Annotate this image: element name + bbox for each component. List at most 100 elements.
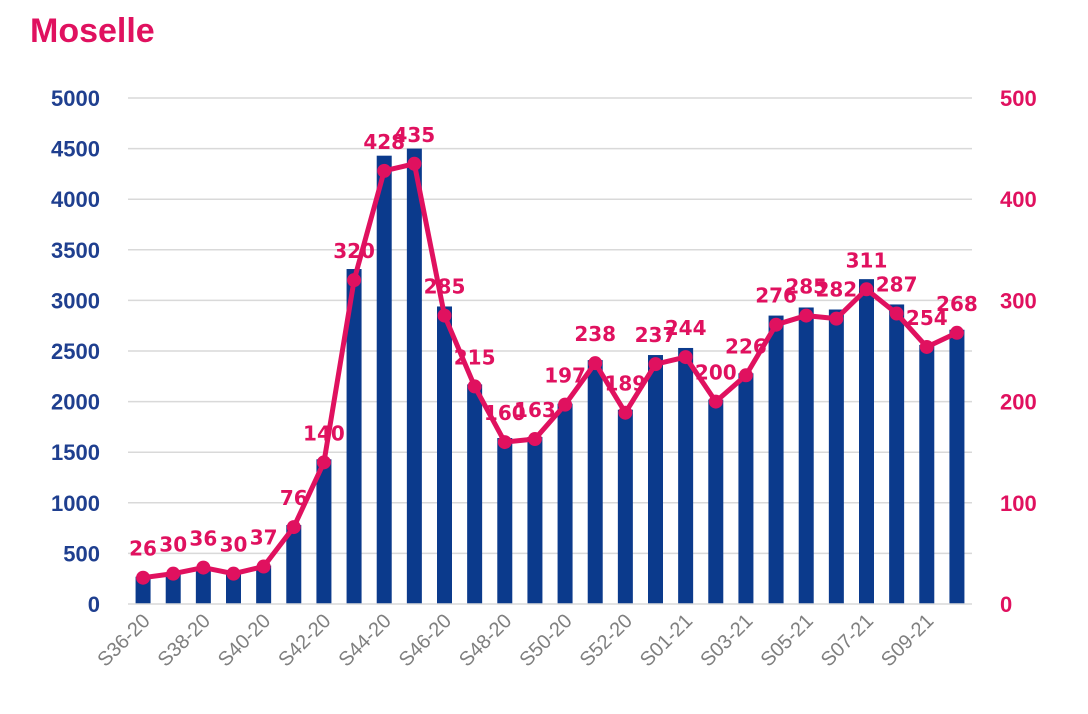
y-tick-label-left: 1000 — [51, 491, 100, 516]
bar — [497, 438, 513, 604]
x-tick-label: S07-21 — [817, 610, 878, 671]
line-point — [527, 432, 542, 447]
y-tick-label-left: 0 — [88, 592, 100, 617]
line-point — [949, 325, 964, 340]
y-tick-label-right: 200 — [1000, 390, 1037, 415]
data-label: 200 — [695, 361, 737, 385]
data-label: 140 — [303, 421, 345, 445]
bar — [919, 344, 935, 604]
x-tick-label: S44-20 — [335, 610, 396, 671]
line-point — [407, 156, 422, 171]
data-label: 285 — [424, 275, 466, 299]
bar — [798, 307, 814, 604]
chart-title: Moselle — [30, 12, 155, 50]
data-label: 244 — [665, 316, 707, 340]
data-label: 287 — [876, 273, 918, 297]
y-tick-label-left: 4500 — [51, 137, 100, 162]
data-label: 254 — [906, 306, 948, 330]
series-line — [140, 161, 960, 581]
line-point — [196, 560, 211, 575]
line-point — [889, 306, 904, 321]
data-label: 282 — [815, 278, 857, 302]
bar — [587, 360, 603, 604]
line-point — [708, 394, 723, 409]
x-tick-label: S09-21 — [877, 610, 938, 671]
data-label: 26 — [129, 537, 157, 561]
y-tick-label-left: 3500 — [51, 238, 100, 263]
y-tick-label-right: 300 — [1000, 288, 1037, 313]
y-tick-label-left: 3000 — [51, 288, 100, 313]
bar — [406, 148, 422, 604]
y-tick-label-left: 2500 — [51, 339, 100, 364]
line-point — [919, 339, 934, 354]
data-label: 428 — [363, 130, 405, 154]
bar — [678, 347, 694, 604]
y-tick-label-left: 500 — [63, 541, 100, 566]
data-label: 215 — [454, 345, 496, 369]
line-point — [136, 570, 151, 585]
line-point — [226, 566, 241, 581]
bar — [527, 437, 543, 604]
line-point — [558, 397, 573, 412]
line-point — [377, 163, 392, 178]
bar — [768, 315, 784, 604]
line-point — [437, 308, 452, 323]
bar — [376, 155, 392, 604]
bar — [828, 309, 844, 604]
bar — [949, 329, 965, 604]
y-tick-label-left: 2000 — [51, 390, 100, 415]
line-point — [678, 350, 693, 365]
data-label: 320 — [333, 239, 375, 263]
y-tick-label-right: 500 — [1000, 86, 1037, 111]
bar — [467, 384, 483, 604]
x-tick-label: S36-20 — [93, 610, 154, 671]
x-tick-label: S48-20 — [455, 610, 516, 671]
data-label: 285 — [785, 275, 827, 299]
bar — [256, 565, 272, 604]
x-tick-label: S03-21 — [696, 610, 757, 671]
data-label: 435 — [393, 123, 435, 147]
bar — [286, 525, 302, 604]
y-tick-label-right: 100 — [1000, 491, 1037, 516]
bar — [708, 399, 724, 604]
x-tick-label: S40-20 — [214, 610, 275, 671]
line-point — [347, 273, 362, 288]
line-point — [166, 566, 181, 581]
data-label: 268 — [936, 292, 978, 316]
x-tick-label: S50-20 — [515, 610, 576, 671]
x-tick-label: S46-20 — [395, 610, 456, 671]
bar — [889, 304, 905, 604]
x-tick-label: S05-21 — [757, 610, 818, 671]
bar — [437, 306, 452, 604]
data-label: 30 — [220, 533, 248, 557]
data-label: 160 — [484, 401, 526, 425]
bar — [195, 566, 211, 604]
data-label: 197 — [544, 364, 586, 388]
data-label: 238 — [574, 322, 616, 346]
data-label: 76 — [280, 486, 308, 510]
x-tick-label: S38-20 — [154, 610, 215, 671]
y-tick-label-right: 0 — [1000, 592, 1012, 617]
bar — [346, 269, 362, 604]
line-point — [769, 317, 784, 332]
line-point — [618, 405, 633, 420]
y-tick-label-left: 1500 — [51, 440, 100, 465]
line-point — [829, 311, 844, 326]
bar — [859, 279, 874, 604]
line-point — [588, 356, 603, 371]
x-tick-label: S52-20 — [576, 610, 637, 671]
bar — [738, 373, 754, 604]
data-label: 163 — [514, 398, 556, 422]
line-point — [859, 282, 874, 297]
x-tick-label: S42-20 — [274, 610, 335, 671]
data-label: 36 — [189, 527, 217, 551]
data-label: 189 — [604, 372, 646, 396]
bar — [617, 409, 633, 604]
data-label: 37 — [250, 526, 278, 550]
line-point — [316, 455, 331, 470]
data-label: 30 — [159, 533, 187, 557]
y-tick-label-right: 400 — [1000, 187, 1037, 212]
line-point — [799, 308, 814, 323]
y-tick-label-left: 5000 — [51, 86, 100, 111]
